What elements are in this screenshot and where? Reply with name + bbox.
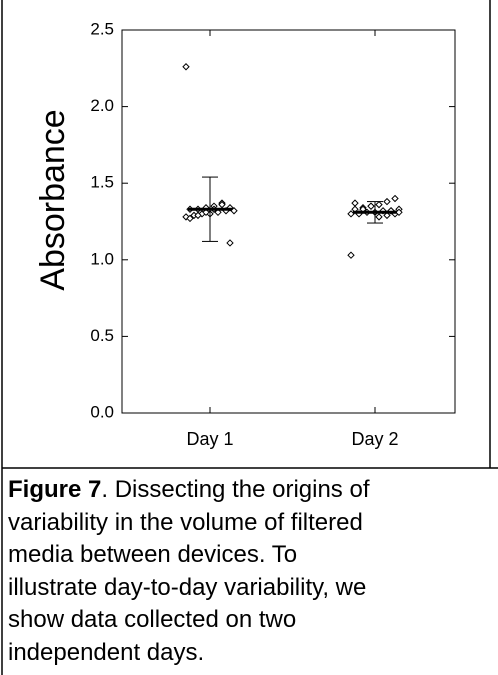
y-tick-label: 0.5	[90, 326, 114, 345]
x-tick-label: Day 1	[186, 429, 233, 449]
data-point	[351, 199, 359, 207]
caption-label: Figure 7	[8, 476, 102, 503]
caption-line: media between devices. To	[8, 541, 298, 568]
x-tick-label: Day 2	[351, 429, 398, 449]
data-point	[186, 214, 194, 223]
y-axis-label: Absorbance	[34, 109, 72, 290]
plot-frame	[121, 29, 456, 414]
data-point	[383, 211, 391, 220]
data-point	[391, 194, 399, 203]
data-point	[218, 200, 226, 209]
caption-text: . Dissecting the origins of	[101, 476, 370, 503]
data-point	[375, 200, 383, 209]
data-point	[367, 202, 375, 210]
data-point	[202, 208, 210, 217]
data-point	[194, 211, 202, 220]
y-tick-label: 2.0	[90, 96, 114, 115]
data-point	[182, 63, 190, 71]
y-tick-label: 1.5	[90, 173, 114, 192]
caption-line: independent days.	[8, 638, 205, 666]
caption-line: illustrate day-to-day variability, we	[8, 573, 367, 601]
caption: Figure 7. Dissecting the origins of vari…	[8, 474, 494, 669]
data-point	[347, 251, 355, 259]
data-point	[383, 197, 391, 206]
y-tick-label: 2.5	[90, 19, 114, 38]
data-point	[226, 239, 234, 247]
caption-line: Figure 7. Dissecting the origins of	[8, 474, 494, 507]
caption-line: show data collected on two	[8, 606, 297, 633]
caption-line: variability in the volume of filtered	[8, 508, 363, 536]
y-tick-label: 1.0	[90, 249, 114, 268]
data-point	[214, 208, 222, 217]
data-point	[375, 213, 383, 221]
y-tick-label: 0.0	[90, 402, 114, 421]
